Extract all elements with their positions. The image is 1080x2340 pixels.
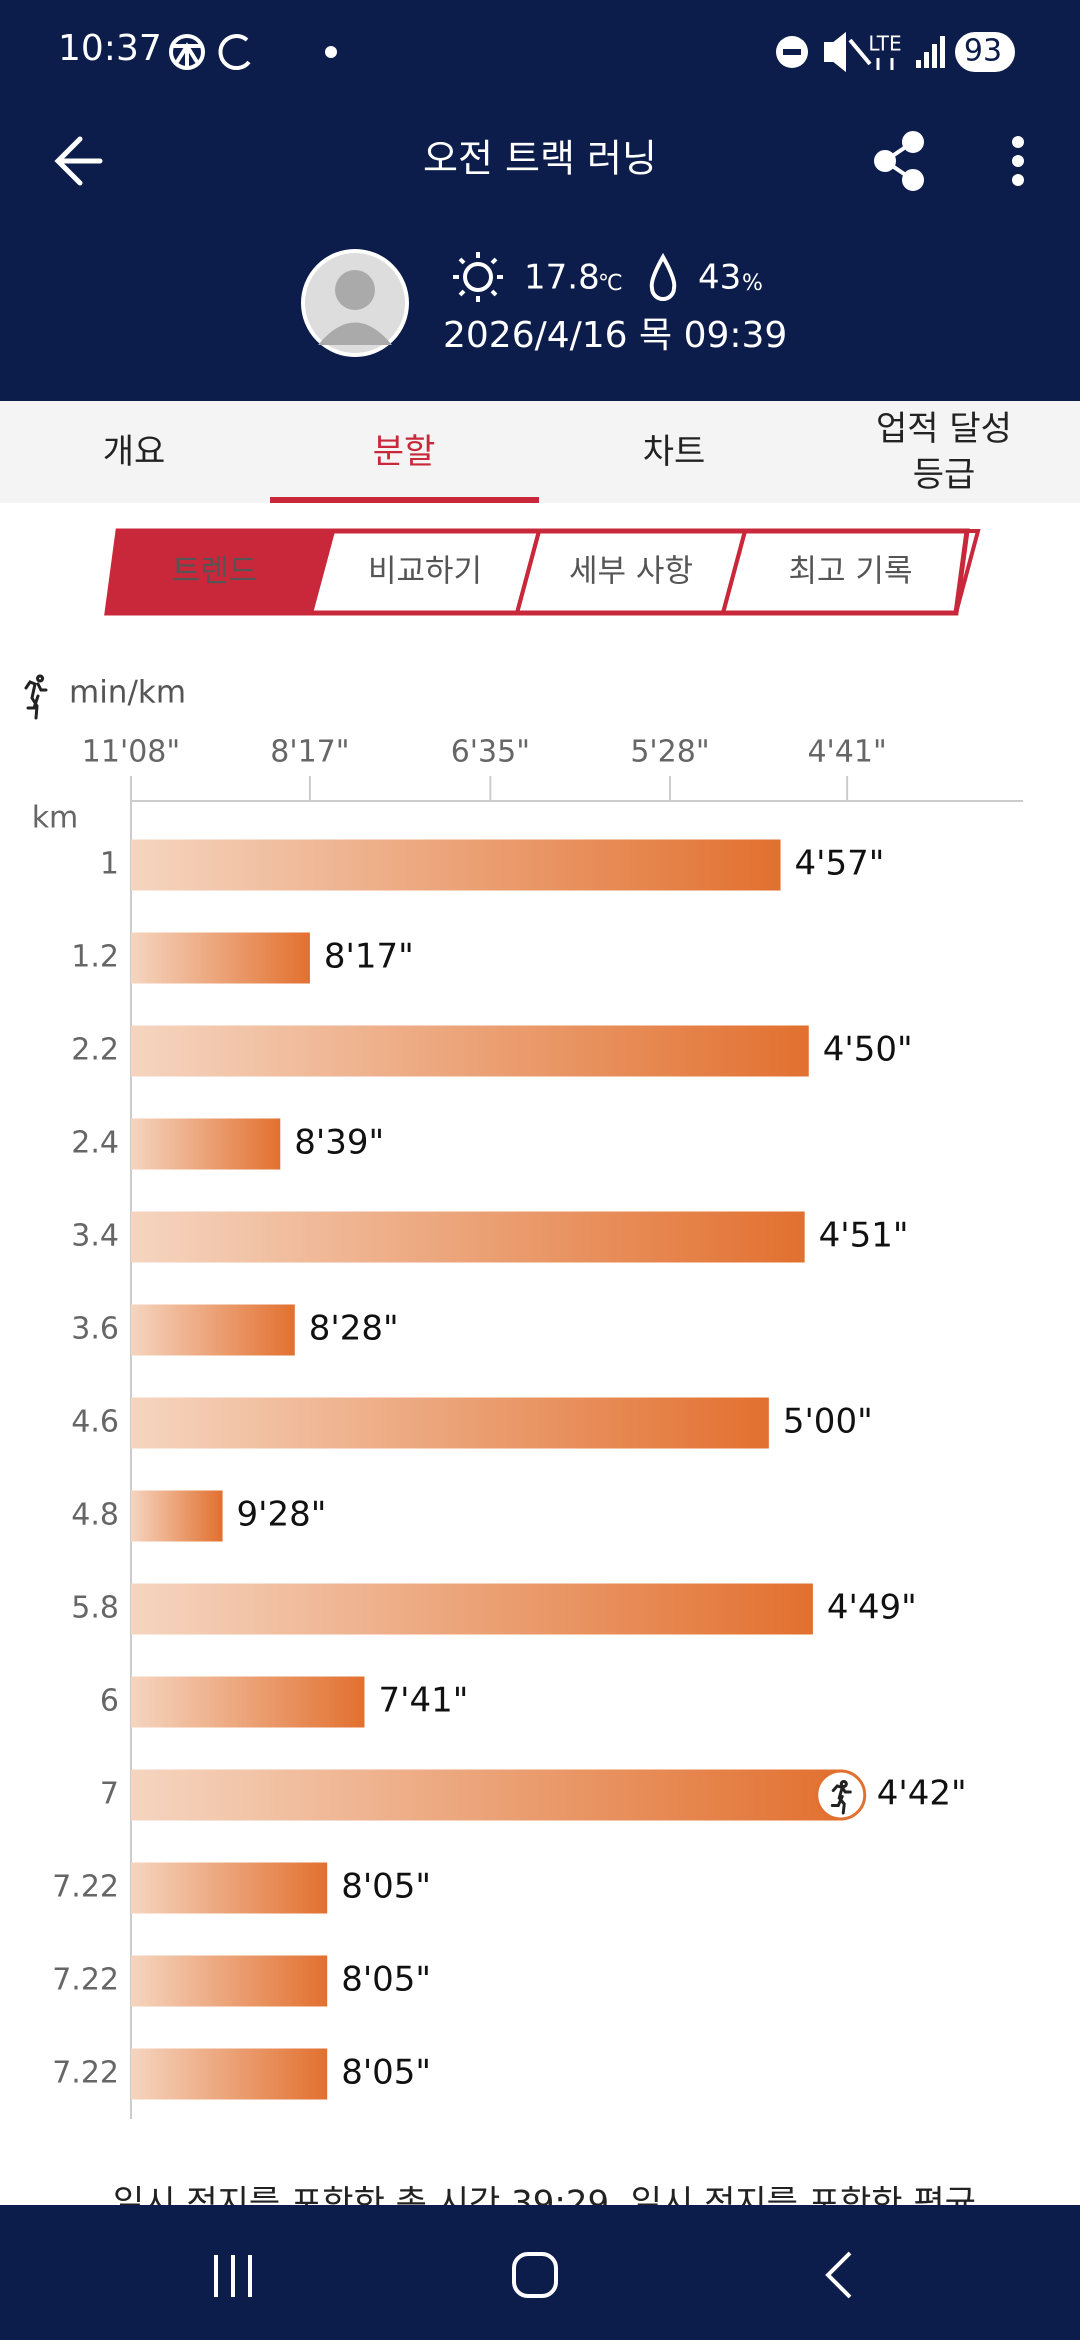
tab[interactable]: 분할 — [314, 405, 494, 499]
bar — [131, 1862, 328, 1914]
category-label: 7.22 — [52, 1870, 119, 1905]
x-tick-label: 6'35" — [451, 735, 530, 770]
x-tick-label: 11'08" — [82, 735, 180, 770]
value-label: 4'51" — [819, 1216, 909, 1256]
tab-indicator — [270, 497, 539, 503]
value-label: 4'49" — [827, 1588, 917, 1628]
tab-bar — [0, 401, 1080, 503]
humidity-icon — [649, 252, 677, 301]
tab-label: 개요 — [102, 432, 166, 472]
more-button[interactable] — [1012, 136, 1024, 186]
page-title: 오전 트랙 러닝 — [423, 137, 657, 181]
category-label: 7.22 — [52, 1963, 119, 1998]
bar — [131, 1676, 365, 1728]
segment-label: 최고 기록 — [789, 554, 913, 590]
value-label: 5'00" — [783, 1402, 873, 1442]
value-label: 8'17" — [324, 937, 414, 977]
status-time: 10:37 — [58, 28, 162, 69]
tab[interactable]: 업적 달성 등급 — [854, 405, 1034, 499]
segment-label: 세부 사항 — [569, 554, 693, 590]
category-label: 7.22 — [52, 2056, 119, 2091]
x-tick-label: 8'17" — [270, 735, 349, 770]
bar — [131, 2048, 328, 2100]
tab-label: 업적 달성 등급 — [876, 409, 1012, 495]
bar — [131, 932, 310, 984]
value-label: 8'05" — [341, 1960, 431, 2000]
bar — [131, 1490, 223, 1542]
sun-icon — [453, 252, 503, 302]
datetime: 2026/4/16 목 09:39 — [443, 315, 787, 356]
status-icons-left — [169, 34, 251, 71]
category-label: 3.6 — [71, 1312, 119, 1347]
humidity-unit: % — [742, 271, 763, 296]
category-axis-label: km — [32, 801, 79, 836]
bar — [131, 1769, 843, 1821]
status-network: LTE — [868, 32, 901, 56]
nav-recents[interactable] — [214, 2255, 252, 2297]
tab[interactable]: 개요 — [44, 405, 224, 499]
category-label: 7 — [100, 1777, 119, 1812]
category-label: 4.8 — [71, 1498, 119, 1533]
value-label: 8'05" — [341, 2053, 431, 2093]
value-label: 8'28" — [309, 1309, 399, 1349]
segmented-control: 트렌드 비교하기 세부 사항 최고 기록 — [104, 528, 981, 616]
temperature: 17.8 — [524, 258, 600, 298]
bar — [131, 1397, 769, 1449]
segment-label: 비교하기 — [368, 554, 482, 590]
bar — [131, 1211, 805, 1263]
temperature-unit: ℃ — [598, 271, 623, 296]
segment-label: 트렌드 — [172, 554, 258, 590]
bar — [131, 1118, 281, 1170]
value-label: 4'50" — [823, 1030, 913, 1070]
status-battery: 93 — [964, 34, 1002, 69]
category-label: 1.2 — [71, 940, 119, 975]
tab[interactable]: 차트 — [584, 405, 764, 499]
tabs: 개요 분할 차트 업적 달성 등급 — [44, 405, 1034, 503]
bar — [131, 1304, 295, 1356]
segment[interactable] — [720, 529, 981, 615]
share-button[interactable] — [874, 131, 924, 191]
value-label: 8'39" — [294, 1123, 384, 1163]
unit-label: min/km — [69, 675, 186, 711]
nav-bar — [0, 2205, 1080, 2340]
category-label: 4.6 — [71, 1405, 119, 1440]
tab-label: 차트 — [642, 432, 706, 472]
bar — [131, 1583, 813, 1635]
back-button[interactable] — [54, 136, 103, 186]
category-label: 6 — [100, 1684, 119, 1719]
bar — [131, 839, 781, 891]
nav-home[interactable] — [512, 2252, 558, 2298]
value-label: 8'05" — [341, 1867, 431, 1907]
category-label: 5.8 — [71, 1591, 119, 1626]
status-icons-right: LTE 93 — [776, 32, 1015, 73]
category-label: 1 — [100, 847, 119, 882]
category-label: 3.4 — [71, 1219, 119, 1254]
x-tick-label: 5'28" — [630, 735, 709, 770]
nav-back[interactable] — [825, 2251, 852, 2299]
x-tick-label: 4'41" — [807, 735, 886, 770]
value-label: 4'57" — [795, 844, 885, 884]
category-label: 2.2 — [71, 1033, 119, 1068]
status-dot — [325, 46, 337, 58]
runner-icon — [830, 1780, 852, 1815]
category-label: 2.4 — [71, 1126, 119, 1161]
avatar — [301, 249, 409, 357]
bar — [131, 1025, 809, 1077]
value-label: 4'42" — [877, 1774, 967, 1814]
value-label: 9'28" — [237, 1495, 327, 1535]
humidity: 43 — [698, 258, 741, 298]
bar — [131, 1955, 328, 2007]
tab-label: 분할 — [372, 432, 436, 472]
runner-icon — [24, 674, 48, 720]
value-label: 7'41" — [378, 1681, 468, 1721]
